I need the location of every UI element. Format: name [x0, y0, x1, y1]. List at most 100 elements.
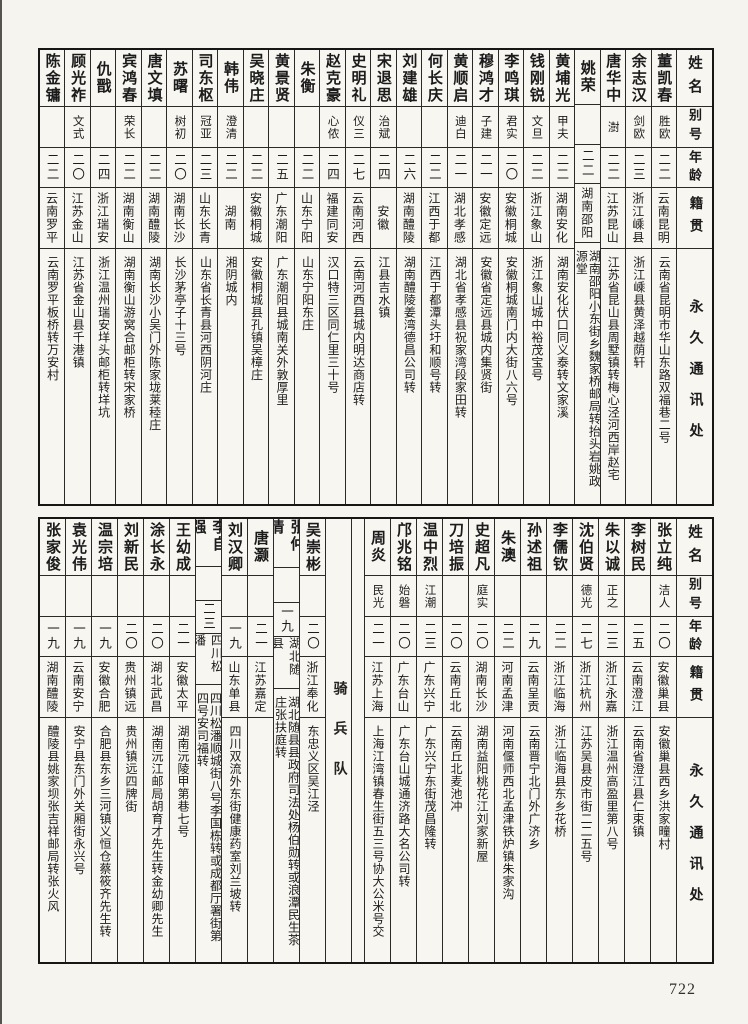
entry-name-cell: 温宗培 [92, 519, 117, 576]
entry-address-cell: 贵州镇远四牌街 [118, 718, 143, 962]
entry-alias-cell: 澍 [600, 107, 626, 148]
entry-address-cell: 湖南邵阳小东街乡魏家桥邮局转抬头岩姚政源堂 [575, 243, 599, 504]
entry-name: 董凯春 [655, 52, 672, 104]
entry-alias-cell [294, 107, 320, 148]
entry-alias-cell: 庭实 [469, 576, 494, 617]
entry-address-cell: 湖南安化伏口同义泰转文家溪 [550, 249, 574, 504]
entry-name: 黄景贤 [272, 52, 289, 104]
header-address-label: 永久通讯处 [687, 762, 703, 918]
entry-column: 李自强 二三 四川松潘 四川松潘顺城街八号李国栋转或成都厅署街第四号安司福转 [195, 519, 221, 962]
header-column: 姓名 别号 年龄 籍贯 永久通讯处 [676, 50, 712, 504]
entry-address: 安徽桐城县孔镇吴樟庄 [249, 256, 264, 381]
entry-name: 唐灏 [252, 530, 268, 564]
entry-native-cell: 安徽 [371, 188, 396, 249]
entry-address-cell: 湖南醴陵姜湾德昌公司转 [397, 249, 421, 504]
header-native-label: 籍贯 [687, 195, 703, 241]
header-alias: 别号 [677, 576, 712, 617]
entry-native-cell: 湖南长沙 [469, 657, 494, 718]
entry-age: 二五 [630, 622, 644, 651]
entry-native: 湖南长沙 [172, 192, 187, 244]
entry-address-cell: 安徽巢县西乡洪家疃村 [651, 718, 676, 962]
entry-age-cell: 二二 [39, 148, 65, 188]
entry-address: 湖北随县县政府司法处杨伯勋转或浪潭民生茶庄张扶庭转 [274, 696, 299, 946]
entry-alias: 树初 [173, 114, 186, 140]
entry-name: 张立纯 [655, 521, 671, 573]
entry-age-cell: 二二 [116, 148, 141, 188]
entry-native: 湖南邵阳 [579, 186, 594, 239]
entry-native: 江苏昆山 [605, 192, 620, 244]
entry-name: 邝兆铭 [395, 521, 411, 573]
entry-native-cell: 浙江杭州 [573, 657, 598, 718]
entry-age: 二二 [500, 622, 514, 651]
entry-column: 穆鸿才 子建 二一 安徽定远 安徽省定远县城内集贤街 [472, 50, 498, 504]
entry-age: 二一 [253, 622, 267, 651]
entry-address-cell: 湖南长沙小吴门外陈家垅莱稑庄 [142, 249, 166, 504]
entry-age: 二〇 [656, 622, 670, 651]
page-number: 722 [669, 981, 696, 998]
entry-column: 李鸣琪 君实 二〇 安徽桐城 安徽桐城南门内大街八六号 [497, 50, 524, 504]
entry-alias-cell: 正之 [599, 576, 624, 617]
entry-age-cell: 二〇 [391, 617, 416, 657]
entry-age-cell: 二一 [170, 617, 195, 657]
entry-alias-cell: 文旦 [524, 107, 549, 148]
entry-alias-cell [196, 567, 221, 601]
entry-native: 云南罗平 [44, 192, 59, 244]
entry-alias: 甲夫 [555, 114, 568, 140]
entry-alias-cell: 心侬 [320, 107, 345, 148]
entry-name-cell: 袁光伟 [66, 519, 91, 576]
entry-name-cell: 赵克豪 [320, 50, 345, 107]
entry-name-cell: 李鸣琪 [498, 50, 524, 107]
entry-address: 湖南长沙小吴门外陈家垅莱稑庄 [147, 256, 162, 431]
entry-column: 沈伯贤 德光 二七 浙江杭州 江苏吴县皮市街二二五号 [572, 519, 598, 962]
entry-alias-cell: 江潮 [417, 576, 442, 617]
entry-native-cell: 广东兴宁 [417, 657, 442, 718]
entry-name-cell: 姚荣 [575, 50, 600, 106]
entry-native-cell: 湖北随县 [274, 637, 299, 689]
entry-name-cell: 董凯春 [651, 50, 676, 107]
entry-alias: 德光 [579, 583, 592, 609]
entry-native: 湖南衡山 [121, 192, 136, 244]
register-table-bottom: 姓名 别号 年龄 籍贯 永久通讯处 张立纯 洁人 二〇 安徽巢县 安徽巢县西乡洪… [38, 517, 714, 964]
header-age: 年龄 [677, 617, 712, 657]
entry-age: 二一 [477, 153, 492, 182]
entry-column: 黄景贤 二五 广东潮阳 广东潮阳县城南关外敦厚里 [268, 50, 294, 504]
entry-name-cell: 朱衡 [294, 50, 320, 107]
entry-alias-cell [521, 576, 546, 617]
entry-alias: 心侬 [326, 114, 339, 140]
entry-native-cell: 湖北孝感 [447, 188, 473, 249]
entry-address: 安宁县东门外关厢街永兴号 [72, 725, 86, 875]
entry-native-cell: 云南澄江 [625, 657, 650, 718]
entry-address-cell: 广东兴宁东街茂昌隆转 [417, 718, 442, 962]
entry-column: 张仲清 一九 湖北随县 湖北随县县政府司法处杨伯勋转或浪潭民生茶庄张扶庭转 [273, 519, 299, 962]
entry-alias: 荣长 [122, 114, 135, 140]
entry-name-cell: 仇戬 [90, 50, 116, 107]
entry-address: 四川松潘顺城街八号李国栋转或成都厅署街第四号安司福转 [196, 692, 221, 942]
entry-address-cell: 安徽桐城县孔镇吴樟庄 [244, 249, 268, 504]
entry-column: 苏曙 树初 二〇 湖南长沙 长沙茅亭子十三号 [166, 50, 192, 504]
entry-address-cell: 浙江嵊县黄泽越荫轩 [626, 249, 650, 504]
entry-address-cell: 安宁县东门外关厢街永兴号 [66, 718, 91, 962]
entry-column: 何长庆 二二 江西于都 江西于都潭头圩和顺号转 [421, 50, 447, 504]
entry-alias-cell: 甲夫 [549, 107, 575, 148]
entry-column: 吴晓庄 二二 安徽桐城 安徽桐城县孔镇吴樟庄 [242, 50, 269, 504]
entry-column: 陈金镛 二二 云南罗平 云南罗平板桥转万安村 [39, 50, 65, 504]
entry-native: 贵州镇远 [123, 661, 137, 713]
entry-alias-cell: 德光 [573, 576, 598, 617]
entry-age: 二三 [201, 602, 215, 632]
entry-name: 朱衡 [298, 61, 315, 95]
entry-name: 李树民 [629, 521, 645, 573]
entry-name-cell: 吴崇彬 [300, 519, 325, 576]
entry-age-cell: 一九 [66, 617, 91, 657]
entry-column: 宋退思 治斌 二四 安徽 江县吉水镇 [370, 50, 396, 504]
entry-alias: 正之 [605, 583, 618, 609]
entry-age: 一九 [227, 622, 241, 651]
entry-age-cell: 二〇 [118, 617, 143, 657]
entry-address-cell: 云南省澄江县仁束镇 [625, 718, 650, 962]
entry-alias-cell: 胜欧 [651, 107, 676, 148]
entry-age-cell: 二一 [447, 148, 473, 188]
entry-column: 朱衡 二二 山东宁阳 山东宁阳东庄 [293, 50, 320, 504]
entry-native: 浙江杭州 [578, 661, 592, 713]
entry-native-cell: 江西于都 [422, 188, 447, 249]
entry-address: 长沙茅亭子十三号 [173, 256, 188, 356]
entry-column: 李儒钦 二二 浙江临海 浙江临海县东乡花桥 [546, 519, 572, 962]
